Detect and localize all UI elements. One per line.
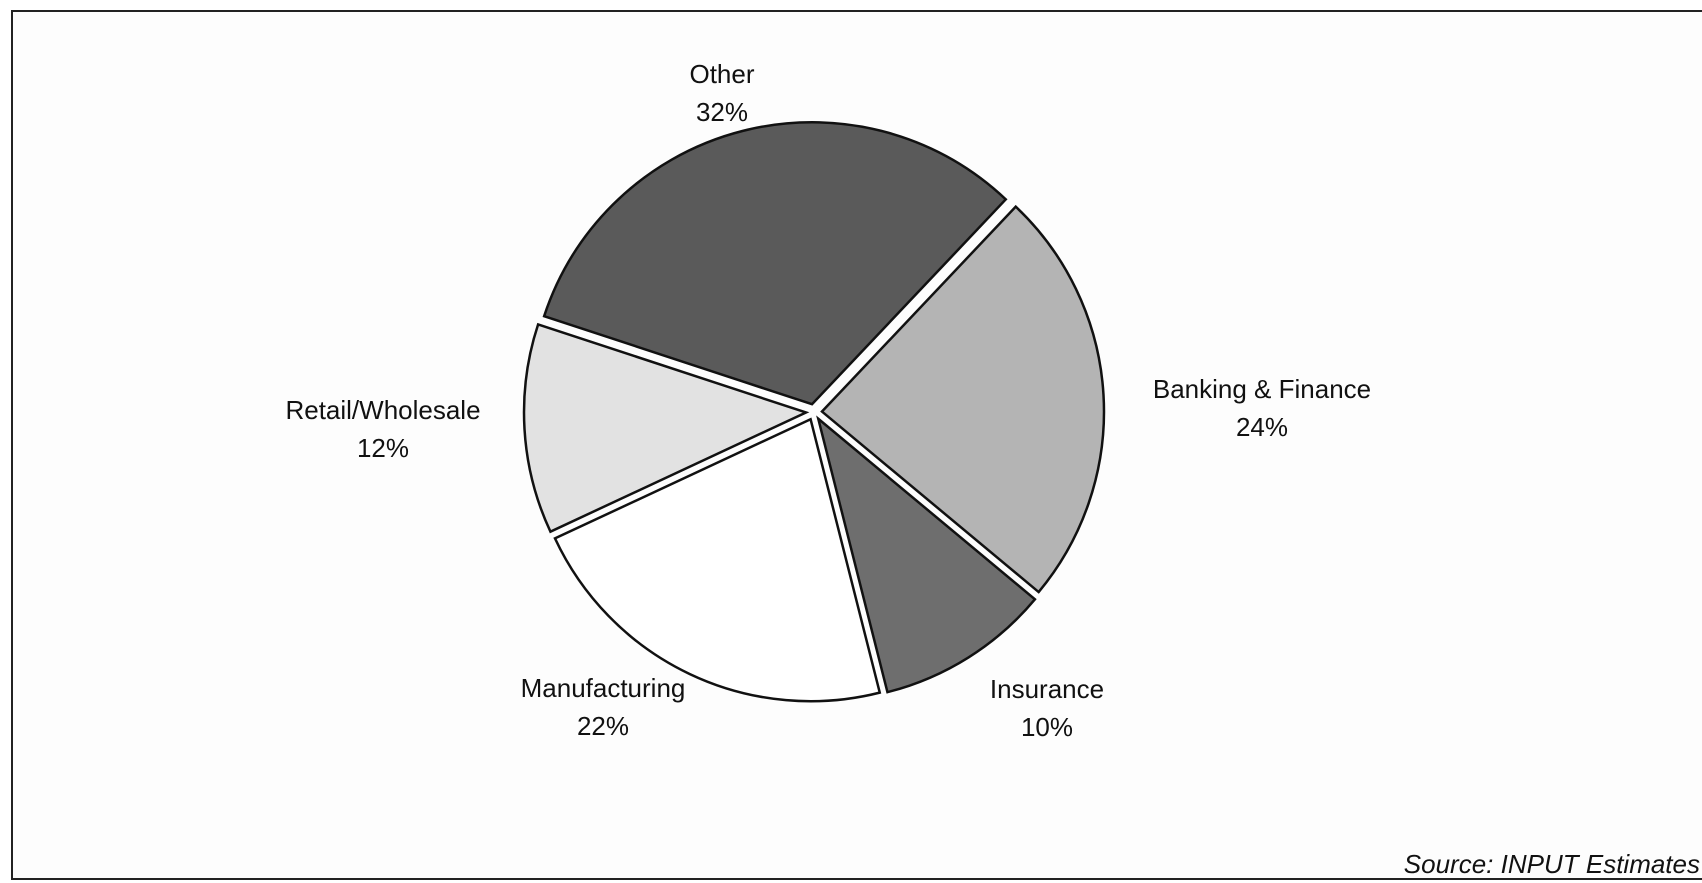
source-note: Source: INPUT Estimates xyxy=(1404,849,1700,879)
slice-label: Insurance xyxy=(990,674,1104,704)
pie-slice xyxy=(820,204,1106,594)
slice-value-label: 10% xyxy=(1021,712,1073,742)
slice-label: Other xyxy=(689,59,754,89)
slice-value-label: 32% xyxy=(696,97,748,127)
slice-value-label: 22% xyxy=(577,711,629,741)
slice-value-label: 24% xyxy=(1236,412,1288,442)
pie-slice xyxy=(816,415,1037,694)
slice-label: Banking & Finance xyxy=(1153,374,1371,404)
slice-value-label: 12% xyxy=(357,433,409,463)
pie-slice xyxy=(553,417,882,703)
pie-slice xyxy=(542,121,1008,406)
slice-label: Manufacturing xyxy=(521,673,686,703)
slice-label: Retail/Wholesale xyxy=(285,395,480,425)
pie-slice xyxy=(522,322,810,534)
